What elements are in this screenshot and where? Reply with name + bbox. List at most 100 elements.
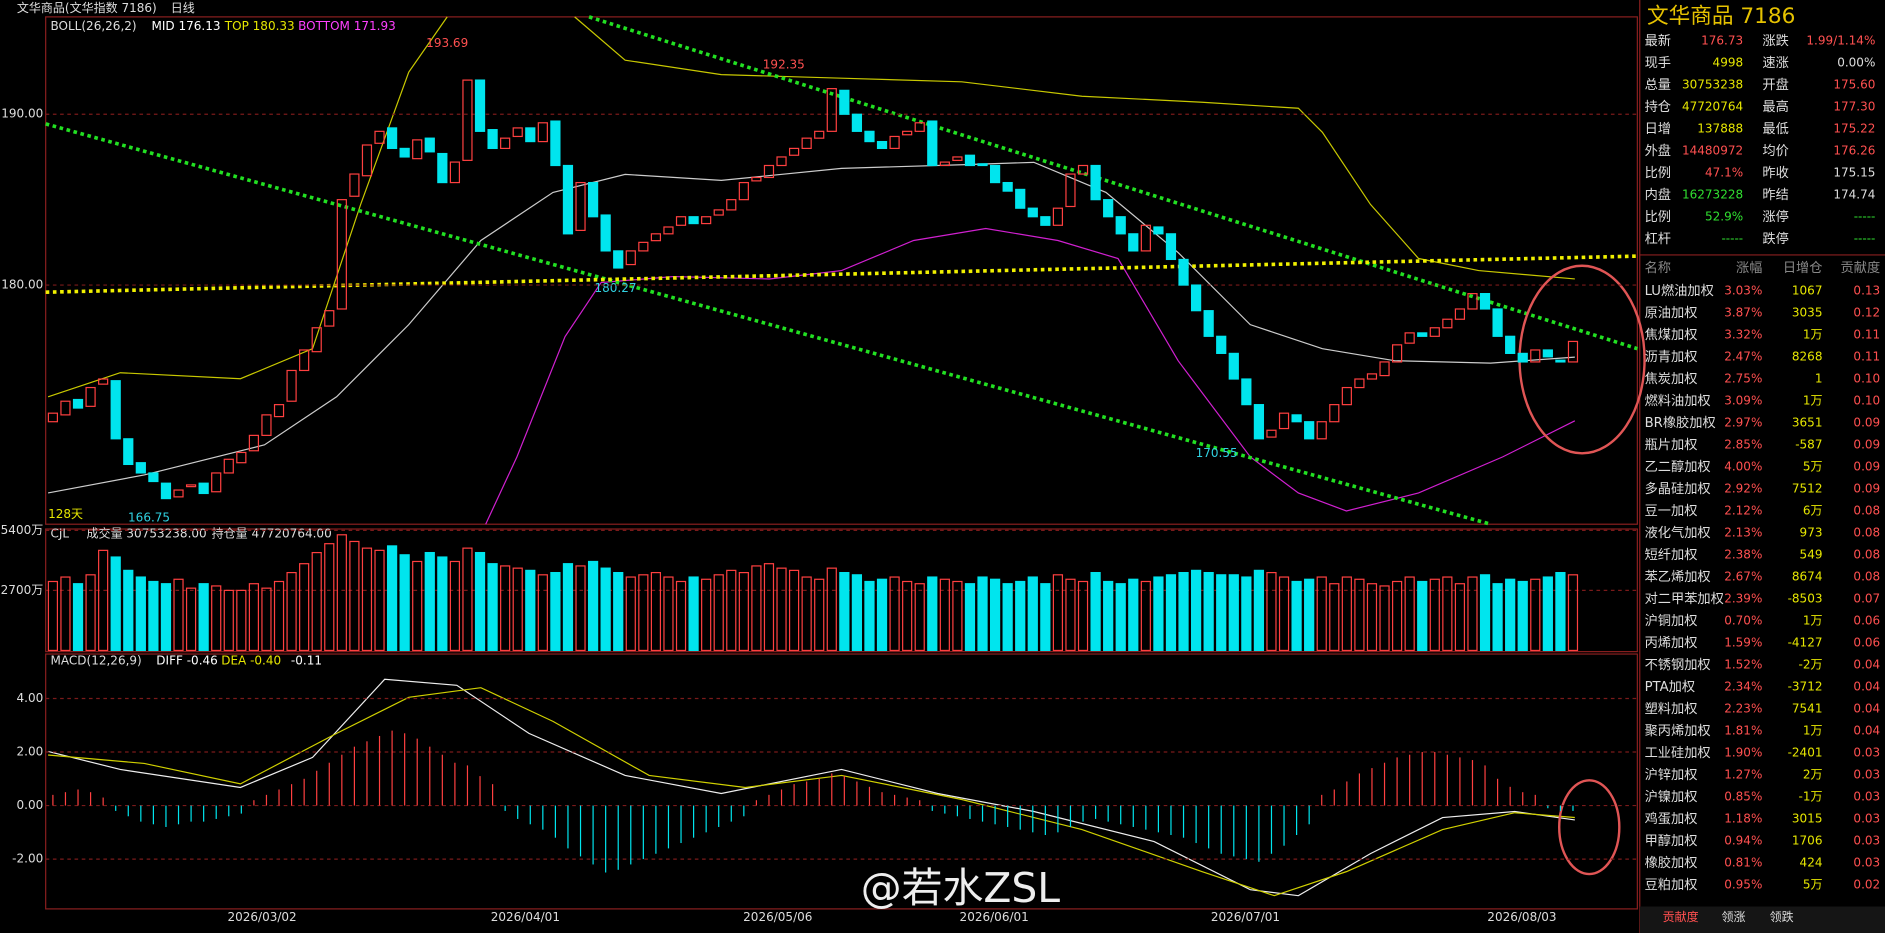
table-cell: 0.04 <box>1853 723 1880 737</box>
volume-bar <box>512 567 523 652</box>
candle <box>1077 164 1089 175</box>
volume-bar <box>814 578 825 652</box>
table-cell: 鸡蛋加权 <box>1645 810 1698 827</box>
candle <box>939 161 950 167</box>
volume-bar <box>726 569 737 652</box>
volume-bar <box>299 563 310 652</box>
volume-bar <box>688 576 699 652</box>
y-tick-label: 4.00 <box>17 691 44 705</box>
volume-bar <box>1555 571 1566 652</box>
table-cell: 对二甲苯加权 <box>1645 590 1724 607</box>
candle <box>412 139 423 160</box>
table-cell: 0.03 <box>1853 833 1880 847</box>
table-cell: 0.08 <box>1853 503 1880 517</box>
table-cell: LU燃油加权 <box>1645 282 1714 299</box>
table-cell: 8674 <box>1792 569 1823 583</box>
volume-bar <box>1165 574 1177 652</box>
table-cell: 2.47% <box>1724 349 1762 363</box>
table-cell: 0.06 <box>1853 635 1880 649</box>
volume-bar <box>1015 580 1026 652</box>
candle <box>1366 373 1378 380</box>
candle <box>487 129 498 150</box>
table-cell: 1万 <box>1803 327 1823 341</box>
tab[interactable]: 贡献度 <box>1663 909 1699 924</box>
table-cell: 0.11 <box>1853 327 1880 341</box>
candle <box>462 79 473 161</box>
volume-bar <box>1404 576 1415 652</box>
table-header: 贡献度 <box>1841 260 1881 276</box>
table-cell: 5万 <box>1803 459 1823 473</box>
candle <box>1479 293 1491 310</box>
table-cell: 0.09 <box>1853 437 1880 451</box>
volume-bar <box>261 587 272 652</box>
volume-bar <box>424 551 435 652</box>
candle <box>1103 199 1114 218</box>
period[interactable]: 日线 <box>171 1 195 15</box>
volume-bar <box>751 565 762 652</box>
table-cell: -2万 <box>1798 657 1822 671</box>
candle <box>1291 414 1302 423</box>
table-cell: 1.27% <box>1724 767 1762 781</box>
candle <box>500 137 511 150</box>
volume-bar <box>160 583 172 652</box>
volume-bar <box>587 560 599 652</box>
volume-bar <box>1040 583 1051 652</box>
quote-label: 最低 <box>1762 121 1788 137</box>
quote-value: 174.74 <box>1833 187 1875 201</box>
table-cell: 橡胶加权 <box>1645 854 1698 871</box>
candle <box>927 120 938 167</box>
volume-bar <box>198 583 209 652</box>
tab[interactable]: 领涨 <box>1722 909 1746 924</box>
table-cell: 2.12% <box>1724 503 1762 517</box>
table-header: 涨幅 <box>1736 260 1762 276</box>
table-cell: 2万 <box>1803 767 1823 781</box>
table-cell: 乙二醇加权 <box>1645 458 1711 475</box>
volume-bar <box>1454 583 1466 652</box>
candle <box>273 404 285 418</box>
y-tick-label: 190.00 <box>1 107 43 121</box>
candle <box>964 154 976 167</box>
trend-line <box>45 254 1638 294</box>
table-cell: 3.09% <box>1724 393 1762 407</box>
volume-bar <box>361 547 373 652</box>
quote-value: 0.00% <box>1837 55 1875 69</box>
table-cell: 1万 <box>1803 613 1823 627</box>
volume-bar <box>1090 571 1101 652</box>
candle <box>701 216 712 225</box>
volume-bar <box>185 587 197 652</box>
volume-bar <box>211 585 222 652</box>
candle <box>85 386 96 407</box>
table-cell: 0.02 <box>1853 877 1880 891</box>
table-cell: 沪锌加权 <box>1645 766 1698 783</box>
candle <box>889 135 900 150</box>
table-cell: 0.95% <box>1724 877 1762 891</box>
table-cell: 0.07 <box>1853 591 1880 605</box>
candle <box>236 451 247 464</box>
candle <box>173 489 184 498</box>
volume-bar <box>939 578 950 652</box>
annotation: 170.55 <box>1196 446 1238 460</box>
candle <box>826 88 837 132</box>
table-cell: 1.59% <box>1724 635 1762 649</box>
table-cell: 0.94% <box>1724 833 1762 847</box>
table-cell: BR橡胶加权 <box>1645 414 1716 431</box>
volume-bar <box>135 576 146 652</box>
quote-label: 昨结 <box>1762 187 1788 203</box>
candle <box>575 181 586 232</box>
volume-bar <box>701 578 712 652</box>
quote-label: 跌停 <box>1762 230 1788 247</box>
volume-bar <box>1077 580 1089 652</box>
candle <box>72 398 84 409</box>
candle <box>638 241 649 252</box>
macd-frame <box>45 653 1638 910</box>
table-cell: 3035 <box>1792 305 1823 319</box>
table-cell: 原油加权 <box>1645 304 1698 321</box>
table-cell: 0.03 <box>1853 789 1880 803</box>
tab[interactable]: 领跌 <box>1770 909 1794 924</box>
volume-bar <box>1065 578 1076 652</box>
y-tick-label: 180.00 <box>1 278 43 292</box>
volume-bar <box>851 574 863 652</box>
table-cell: 2.97% <box>1724 415 1762 429</box>
volume-bar <box>474 551 486 652</box>
table-cell: 0.12 <box>1853 305 1880 319</box>
